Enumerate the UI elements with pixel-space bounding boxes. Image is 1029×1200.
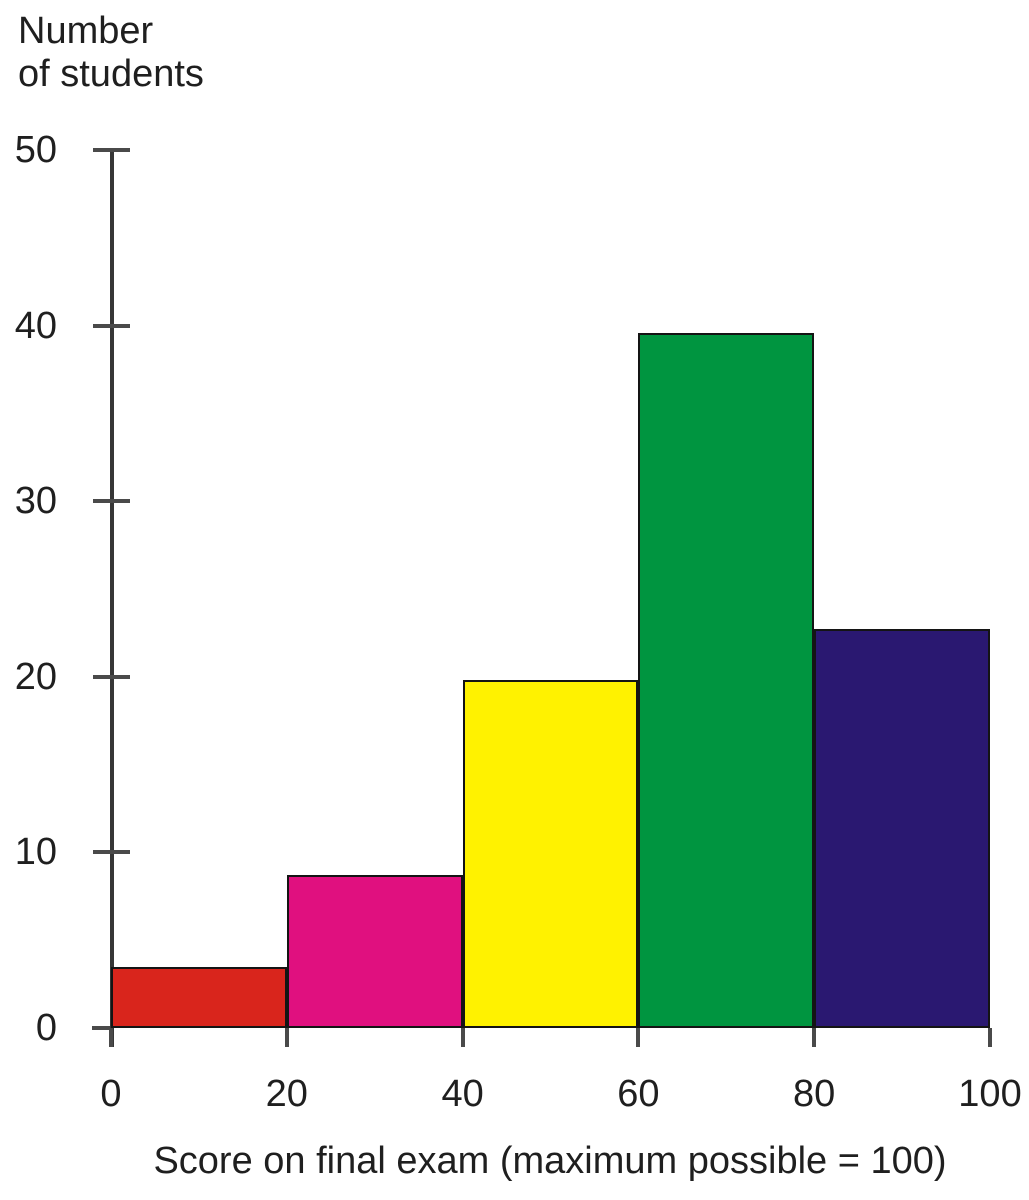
- x-tick-label-100: 100: [958, 1073, 1022, 1115]
- histogram-bar-80-100: [814, 629, 990, 1028]
- x-tick-20: [284, 1028, 289, 1047]
- histogram-bar-20-40: [286, 875, 463, 1028]
- y-tick-0: [92, 1026, 110, 1030]
- y-tick-label-40: 40: [14, 304, 57, 347]
- y-tick-10: [93, 850, 130, 855]
- histogram-bar-0-20: [111, 966, 287, 1028]
- x-tick-label-0: 0: [100, 1073, 122, 1115]
- y-tick-50: [93, 148, 130, 153]
- x-tick-80: [812, 1028, 817, 1047]
- x-tick-label-40: 40: [441, 1073, 484, 1115]
- x-tick-60: [636, 1028, 641, 1047]
- y-tick-label-50: 50: [14, 129, 57, 172]
- y-axis-line: [110, 149, 114, 1047]
- y-axis-title: Number of students: [18, 10, 204, 96]
- y-tick-40: [93, 323, 130, 328]
- histogram-bar-40-60: [462, 680, 639, 1028]
- x-tick-label-20: 20: [265, 1073, 308, 1115]
- x-axis-title: Score on final exam (maximum possible = …: [153, 1140, 947, 1182]
- y-axis-title-line-2: of students: [18, 53, 204, 95]
- x-tick-0: [109, 1028, 113, 1047]
- x-tick-label-60: 60: [617, 1073, 660, 1115]
- x-tick-100: [988, 1028, 992, 1047]
- y-tick-label-30: 30: [14, 480, 57, 523]
- y-tick-label-0: 0: [35, 1007, 57, 1049]
- histogram-bar-60-80: [638, 332, 815, 1028]
- y-tick-label-10: 10: [14, 831, 57, 874]
- x-tick-label-80: 80: [793, 1073, 836, 1115]
- y-axis-title-line-1: Number: [18, 10, 154, 52]
- y-tick-label-20: 20: [14, 655, 57, 698]
- y-tick-20: [93, 674, 130, 679]
- x-tick-40: [460, 1028, 465, 1047]
- y-tick-30: [93, 499, 130, 504]
